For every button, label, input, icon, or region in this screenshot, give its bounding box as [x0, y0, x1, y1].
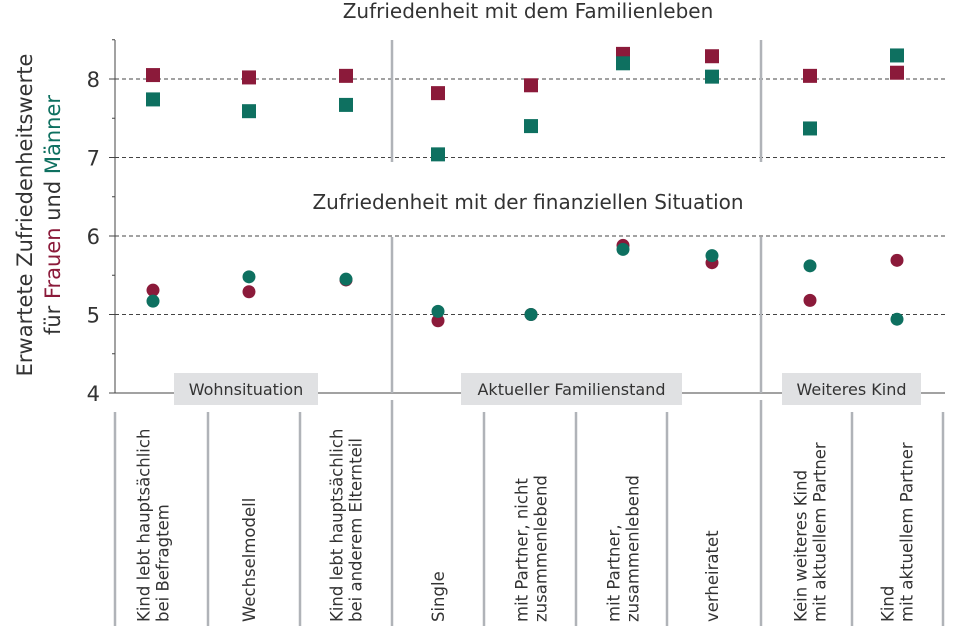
group-label-2: Weiteres Kind — [796, 380, 906, 399]
category-label-2-line-0: Kind lebt hauptsächlich — [328, 429, 347, 622]
panel-title-financial: Zufriedenheit mit der finanziellen Situa… — [312, 190, 743, 214]
point-family-frauen-6 — [705, 49, 719, 64]
group-separators — [113, 40, 945, 626]
data-points — [146, 46, 904, 328]
point-family-frauen-0 — [146, 68, 160, 83]
point-family-männer-4 — [524, 119, 538, 134]
point-family-männer-6 — [705, 69, 719, 84]
group-label-1: Aktueller Familienstand — [477, 380, 665, 399]
point-financial-männer-5 — [616, 242, 630, 256]
point-financial-männer-0 — [146, 294, 160, 308]
y-tick-label-7: 7 — [87, 147, 100, 171]
point-family-männer-5 — [616, 56, 630, 71]
category-label-6-line-0: verheiratet — [703, 530, 722, 622]
point-family-frauen-4 — [524, 78, 538, 93]
panel-title-family: Zufriedenheit mit dem Familienleben — [343, 0, 714, 23]
point-family-frauen-7 — [803, 68, 817, 83]
category-labels: Kind lebt hauptsächlich bei Befragtem Wech… — [135, 429, 917, 622]
category-label-5-line-0: mit Partner, — [605, 524, 624, 622]
group-label-0: Wohnsituation — [189, 380, 304, 399]
point-family-männer-1 — [242, 104, 256, 119]
point-family-frauen-8 — [890, 65, 904, 80]
category-label-7-line-0: Kein weiteres Kind — [792, 470, 811, 622]
point-financial-männer-7 — [803, 259, 817, 273]
group-labels: Wohnsituation Aktueller Familienstand Weit… — [174, 373, 921, 405]
point-family-männer-3 — [431, 147, 445, 162]
point-financial-männer-2 — [339, 272, 353, 286]
point-financial-frauen-3 — [431, 314, 445, 328]
y-tick-label-5: 5 — [87, 304, 100, 328]
point-family-männer-2 — [339, 97, 353, 112]
point-financial-frauen-7 — [803, 293, 817, 307]
category-label-8-line-0: Kind — [879, 586, 898, 622]
y-axis-label-line2: für Frauen und Männer — [41, 95, 65, 335]
y-axis-label-and: und — [41, 174, 65, 227]
group-label-box-1 — [461, 373, 682, 405]
category-label-4-line-1: zusammenlebend — [532, 475, 551, 622]
point-financial-männer-6 — [705, 249, 719, 263]
category-label-2-line-1: bei anderem Elternteil — [347, 438, 366, 622]
group-label-box-2 — [782, 373, 921, 405]
legend-men: Männer — [41, 95, 65, 175]
y-axis-label-line1: Erwartete Zufriedenheitswerte — [13, 54, 37, 377]
point-financial-frauen-0 — [146, 283, 160, 297]
y-tick-label-8: 8 — [87, 68, 100, 92]
point-financial-männer-8 — [890, 312, 904, 326]
y-tick-label-6: 6 — [87, 225, 100, 249]
point-family-männer-7 — [803, 121, 817, 136]
point-family-frauen-2 — [339, 68, 353, 83]
category-label-5-line-1: zusammenlebend — [624, 475, 643, 622]
group-label-box-0 — [174, 373, 318, 405]
y-tick-labels: 4 5 6 7 8 — [87, 68, 100, 406]
category-label-7-line-1: mit aktuellem Partner — [811, 442, 830, 622]
point-financial-männer-3 — [431, 304, 445, 318]
category-label-8-line-1: mit aktuellem Partner — [898, 442, 917, 622]
category-label-3-line-0: Single — [429, 571, 448, 622]
legend-women: Frauen — [41, 227, 65, 299]
point-financial-frauen-1 — [242, 285, 256, 299]
category-label-1-line-0: Wechselmodell — [240, 498, 259, 622]
category-label-0-line-0: Kind lebt hauptsächlich — [135, 429, 154, 622]
axes — [109, 39, 945, 394]
point-financial-männer-4 — [524, 308, 538, 321]
category-label-4-line-0: mit Partner, nicht — [513, 478, 532, 622]
point-family-männer-0 — [146, 92, 160, 107]
point-financial-frauen-8 — [890, 253, 904, 267]
point-family-männer-8 — [890, 48, 904, 63]
point-family-frauen-3 — [431, 86, 445, 101]
category-label-0-line-1: bei Befragtem — [154, 504, 173, 622]
y-tick-label-4: 4 — [87, 382, 100, 406]
point-family-frauen-1 — [242, 70, 256, 85]
point-financial-männer-1 — [242, 270, 256, 284]
y-axis-label-prefix: für — [41, 299, 65, 335]
